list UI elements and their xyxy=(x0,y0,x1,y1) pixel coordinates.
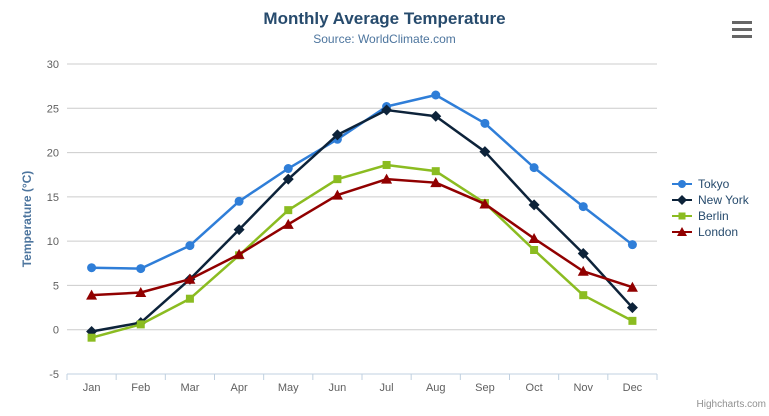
series-point-tokyo[interactable] xyxy=(234,196,244,206)
y-axis-label: 30 xyxy=(47,59,59,71)
x-axis-label: May xyxy=(278,382,299,394)
series-line-tokyo[interactable] xyxy=(90,93,634,270)
series-point-london[interactable] xyxy=(626,281,638,292)
hamburger-icon xyxy=(732,21,752,24)
series-point-berlin[interactable] xyxy=(530,246,539,254)
series-point-london[interactable] xyxy=(381,173,393,184)
series-point-new-york[interactable] xyxy=(479,146,491,158)
y-axis-label: 5 xyxy=(53,280,59,292)
y-axis-label: 25 xyxy=(47,103,59,115)
legend-label: Tokyo xyxy=(698,177,730,191)
legend-marker-symbol xyxy=(678,212,686,220)
series-point-new-york[interactable] xyxy=(331,129,343,141)
series-point-berlin[interactable] xyxy=(333,175,342,184)
series-line-berlin[interactable] xyxy=(90,163,634,339)
series-point-tokyo[interactable] xyxy=(185,241,195,251)
series-line-london[interactable] xyxy=(90,177,634,297)
series-point-new-york[interactable] xyxy=(528,199,540,211)
series-point-tokyo[interactable] xyxy=(431,90,441,100)
legend-marker-symbol xyxy=(677,195,687,205)
series-point-berlin[interactable] xyxy=(136,320,145,329)
legend-item-tokyo[interactable]: Tokyo xyxy=(671,176,749,192)
series-point-london[interactable] xyxy=(479,198,491,209)
series-point-berlin[interactable] xyxy=(284,206,293,215)
series-point-london[interactable] xyxy=(233,248,245,259)
series-point-london[interactable] xyxy=(282,218,294,229)
x-axis-label: Feb xyxy=(131,382,150,394)
y-axis-title: Temperature (°C) xyxy=(20,170,34,268)
series-point-new-york[interactable] xyxy=(282,173,294,185)
series-point-tokyo[interactable] xyxy=(627,240,637,250)
series-point-tokyo[interactable] xyxy=(578,202,588,212)
x-axis-label: Oct xyxy=(526,382,543,394)
x-axis-label: Jul xyxy=(380,382,394,394)
series-point-london[interactable] xyxy=(430,177,442,188)
series-point-london[interactable] xyxy=(528,232,540,243)
legend-label: London xyxy=(698,225,739,239)
series-point-berlin[interactable] xyxy=(431,167,440,176)
line-triangle-marker-icon xyxy=(672,227,692,236)
legend-item-london[interactable]: London xyxy=(671,224,749,240)
hamburger-icon xyxy=(732,35,752,38)
series-point-london[interactable] xyxy=(86,289,98,300)
series-point-berlin[interactable] xyxy=(628,316,637,325)
line-circle-marker-icon xyxy=(672,180,692,188)
series-point-berlin[interactable] xyxy=(87,333,96,342)
chart-subtitle: Source: WorldClimate.com xyxy=(313,32,456,46)
line-diamond-marker-icon xyxy=(672,195,692,205)
series-point-berlin[interactable] xyxy=(185,294,194,303)
credits-link[interactable]: Highcharts.com xyxy=(696,399,766,410)
series-point-tokyo[interactable] xyxy=(136,264,146,274)
series-point-new-york[interactable] xyxy=(233,224,245,236)
series-point-new-york[interactable] xyxy=(381,104,393,116)
x-axis-label: Aug xyxy=(426,382,446,394)
legend-marker-symbol xyxy=(678,180,686,188)
legend-item-berlin[interactable]: Berlin xyxy=(671,208,749,224)
x-axis-label: Dec xyxy=(623,382,643,394)
series-point-london[interactable] xyxy=(577,265,589,276)
series-point-new-york[interactable] xyxy=(626,302,638,314)
series-point-london[interactable] xyxy=(184,273,196,284)
legend-marker-symbol xyxy=(677,227,687,236)
x-axis-label: Nov xyxy=(573,382,593,394)
series-point-berlin[interactable] xyxy=(579,291,588,300)
series-point-new-york[interactable] xyxy=(577,248,589,260)
series-point-tokyo[interactable] xyxy=(529,163,539,173)
x-axis-label: Jan xyxy=(83,382,101,394)
export-menu-button[interactable] xyxy=(732,21,753,38)
line-square-marker-icon xyxy=(672,212,692,220)
y-axis-label: 0 xyxy=(53,325,59,337)
x-axis-label: Apr xyxy=(231,382,248,394)
legend: Tokyo New York Berlin London xyxy=(671,176,749,240)
y-axis-label: 10 xyxy=(47,236,59,248)
series-point-tokyo[interactable] xyxy=(480,118,490,128)
chart-title: Monthly Average Temperature xyxy=(263,9,506,28)
y-axis-label: 15 xyxy=(47,192,59,204)
series-point-london[interactable] xyxy=(135,287,147,298)
series-point-tokyo[interactable] xyxy=(87,263,97,273)
series-point-london[interactable] xyxy=(331,189,343,200)
y-axis-label: 20 xyxy=(47,148,59,160)
legend-label: New York xyxy=(698,193,749,207)
hamburger-icon xyxy=(732,28,752,31)
y-axis-label: -5 xyxy=(49,369,59,381)
series-point-tokyo[interactable] xyxy=(283,164,293,174)
x-axis-label: Sep xyxy=(475,382,495,394)
legend-item-new-york[interactable]: New York xyxy=(671,192,749,208)
series-line-new-york[interactable] xyxy=(90,108,634,333)
x-axis-label: Jun xyxy=(329,382,347,394)
x-axis-label: Mar xyxy=(180,382,199,394)
legend-label: Berlin xyxy=(698,209,729,223)
series-point-berlin[interactable] xyxy=(382,160,391,169)
series-point-new-york[interactable] xyxy=(430,110,442,122)
